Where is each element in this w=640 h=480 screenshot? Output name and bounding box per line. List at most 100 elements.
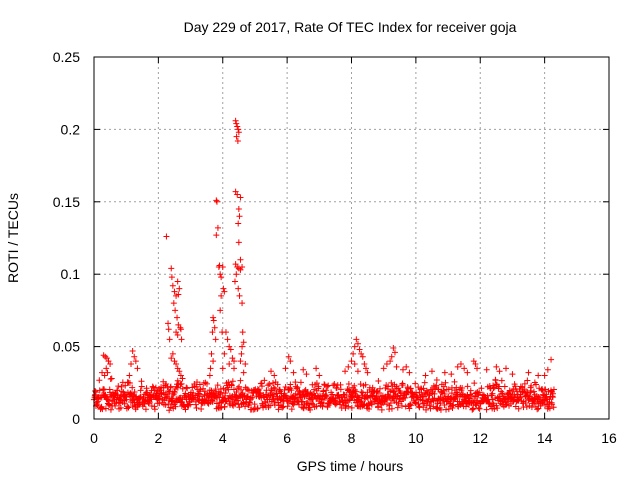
- data-point: [516, 394, 523, 401]
- data-point: [362, 381, 369, 388]
- data-point: [472, 360, 479, 367]
- data-point: [449, 402, 456, 409]
- data-point: [254, 404, 261, 411]
- data-point: [370, 389, 377, 396]
- data-point: [403, 363, 410, 370]
- y-tick-label: 0.05: [53, 339, 80, 355]
- data-point: [96, 377, 103, 384]
- data-point: [534, 406, 541, 413]
- data-point: [448, 390, 455, 397]
- data-point: [176, 285, 183, 292]
- data-point: [375, 389, 382, 396]
- data-point: [461, 365, 468, 372]
- data-point: [240, 399, 247, 406]
- data-point: [178, 336, 185, 343]
- data-point: [316, 372, 323, 379]
- data-point: [501, 383, 508, 390]
- data-point: [137, 387, 144, 394]
- data-point: [208, 387, 215, 394]
- data-point: [522, 399, 529, 406]
- data-point: [353, 336, 360, 343]
- data-point: [236, 383, 243, 390]
- data-point: [263, 387, 270, 394]
- data-point: [131, 353, 138, 360]
- data-point: [101, 386, 108, 393]
- data-point: [493, 363, 500, 370]
- data-point: [474, 365, 481, 372]
- data-point: [246, 399, 253, 406]
- data-point: [265, 382, 272, 389]
- data-point: [313, 380, 320, 387]
- data-point: [313, 403, 320, 410]
- data-point: [173, 383, 180, 390]
- data-point: [211, 324, 218, 331]
- data-point: [129, 402, 136, 409]
- data-point: [235, 285, 242, 292]
- data-point: [388, 353, 395, 360]
- data-point: [219, 263, 226, 270]
- data-point: [228, 382, 235, 389]
- data-point: [165, 387, 172, 394]
- data-point: [363, 394, 370, 401]
- data-point: [313, 365, 320, 372]
- data-point: [122, 382, 129, 389]
- data-point: [107, 376, 114, 383]
- data-point: [210, 314, 217, 321]
- data-point: [430, 403, 437, 410]
- data-point: [212, 336, 219, 343]
- y-tick-label: 0: [72, 411, 80, 427]
- data-point: [114, 387, 121, 394]
- data-point: [307, 406, 314, 413]
- data-point: [375, 403, 382, 410]
- chart-title: Day 229 of 2017, Rate Of TEC Index for r…: [184, 19, 517, 35]
- data-point: [129, 384, 136, 391]
- data-point: [177, 324, 184, 331]
- data-point: [496, 383, 503, 390]
- data-point: [509, 371, 516, 378]
- data-point: [488, 392, 495, 399]
- data-point: [231, 278, 238, 285]
- data-point: [174, 377, 181, 384]
- data-point: [247, 396, 254, 403]
- data-point: [440, 383, 447, 390]
- data-point: [499, 390, 506, 397]
- data-point: [151, 403, 158, 410]
- data-point: [166, 407, 173, 414]
- data-point: [239, 263, 246, 270]
- data-point: [543, 391, 550, 398]
- data-point: [207, 365, 214, 372]
- data-point: [221, 288, 228, 295]
- data-point: [354, 368, 361, 375]
- data-point: [548, 356, 555, 363]
- data-point: [433, 404, 440, 411]
- data-point: [240, 369, 247, 376]
- data-point: [177, 326, 184, 333]
- x-tick-label: 2: [154, 430, 162, 446]
- data-point: [201, 388, 208, 395]
- data-point: [315, 383, 322, 390]
- data-point: [368, 400, 375, 407]
- data-point: [332, 395, 339, 402]
- data-point: [437, 406, 444, 413]
- data-point: [166, 336, 173, 343]
- data-point: [179, 375, 186, 382]
- data-point: [101, 372, 108, 379]
- data-point: [350, 350, 357, 357]
- data-point: [493, 381, 500, 388]
- data-point: [235, 126, 242, 133]
- data-point: [269, 392, 276, 399]
- data-point: [387, 358, 394, 365]
- data-point: [541, 372, 548, 379]
- data-point: [535, 395, 542, 402]
- data-point: [333, 385, 340, 392]
- data-point: [172, 307, 179, 314]
- data-point: [112, 402, 119, 409]
- data-point: [489, 396, 496, 403]
- data-point: [382, 385, 389, 392]
- data-point: [550, 404, 557, 411]
- data-point: [226, 360, 233, 367]
- data-point: [99, 369, 106, 376]
- data-point: [153, 391, 160, 398]
- y-tick-label: 0.15: [53, 194, 80, 210]
- data-point: [225, 386, 232, 393]
